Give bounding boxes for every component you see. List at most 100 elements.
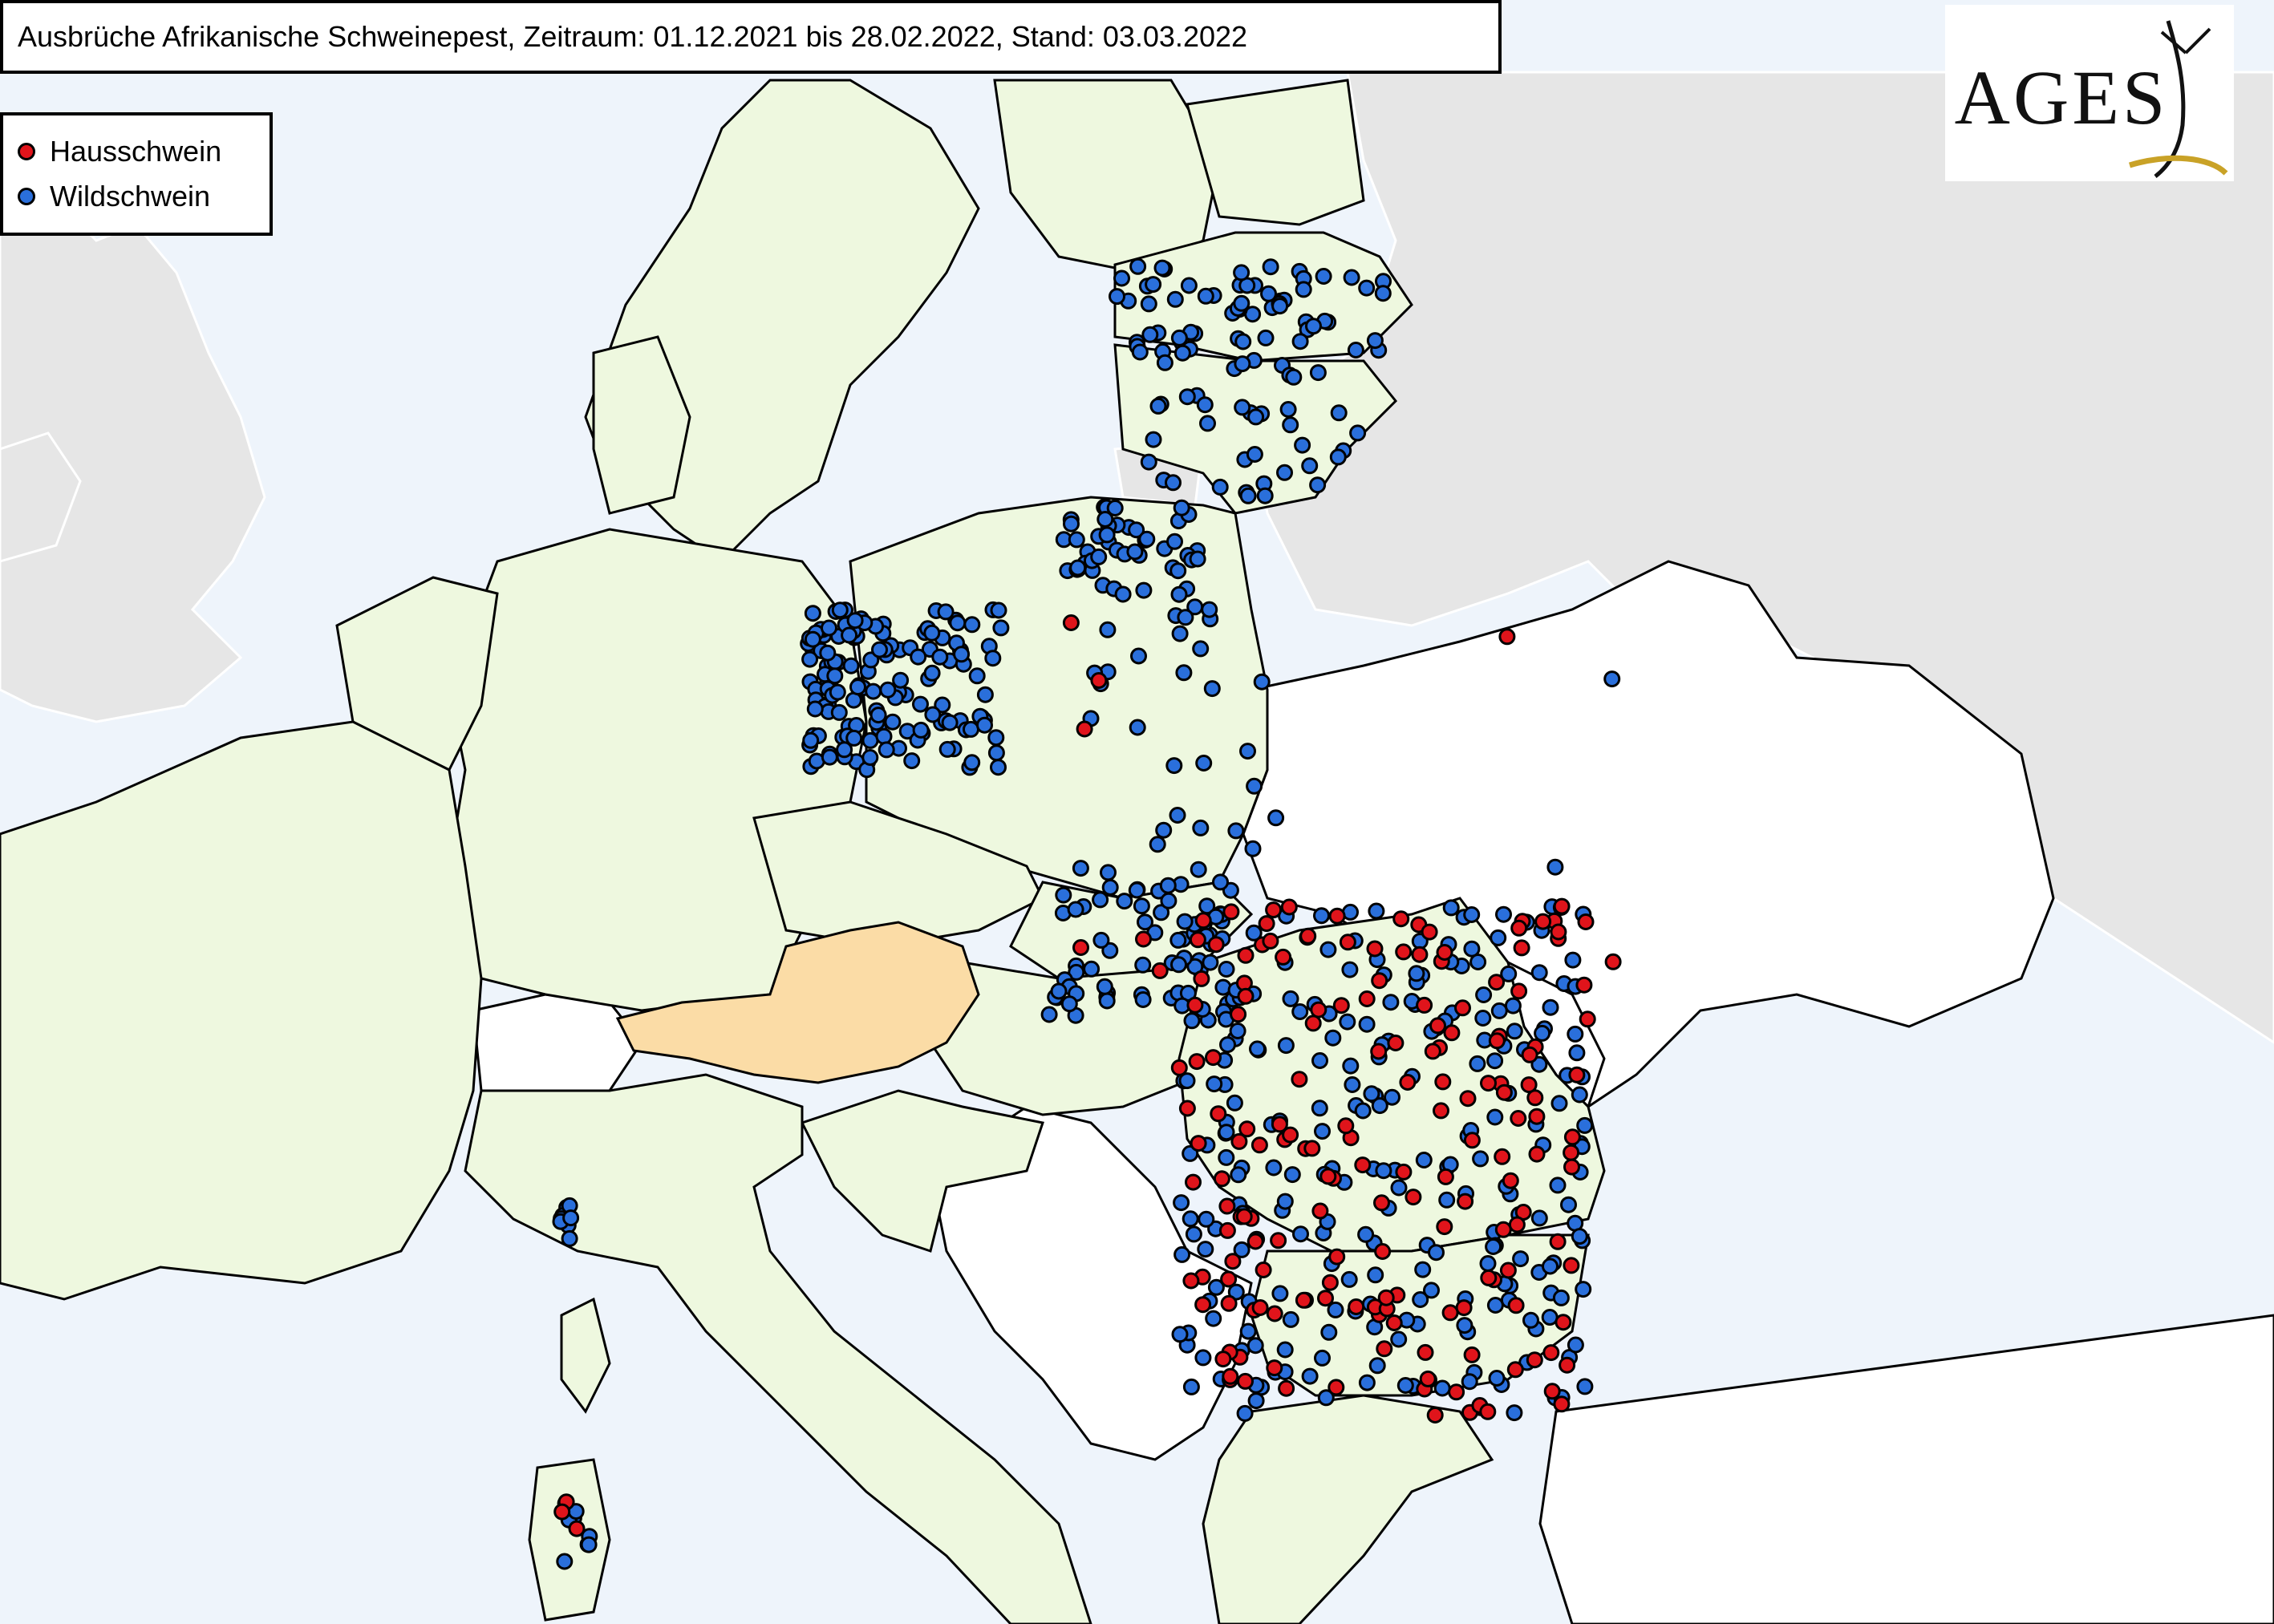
- outbreak-point-hausschwein: [1237, 946, 1255, 964]
- outbreak-point-hausschwein: [1251, 1299, 1269, 1316]
- outbreak-point-hausschwein: [1385, 1314, 1403, 1331]
- outbreak-point-hausschwein: [1230, 1006, 1247, 1023]
- outbreak-point-wildschwein: [1475, 986, 1493, 1003]
- outbreak-point-wildschwein: [976, 686, 994, 703]
- outbreak-point-wildschwein: [1155, 821, 1173, 839]
- outbreak-point-wildschwein: [1096, 978, 1113, 995]
- outbreak-point-hausschwein: [1275, 948, 1292, 966]
- outbreak-point-wildschwein: [826, 667, 844, 685]
- outbreak-point-wildschwein: [910, 648, 927, 666]
- outbreak-point-wildschwein: [1282, 416, 1299, 434]
- outbreak-point-hausschwein: [1528, 1108, 1546, 1125]
- outbreak-point-wildschwein: [934, 696, 951, 714]
- outbreak-point-hausschwein: [1328, 907, 1346, 925]
- outbreak-point-wildschwein: [821, 748, 838, 766]
- outbreak-point-wildschwein: [1169, 807, 1186, 824]
- outbreak-point-wildschwein: [561, 1229, 578, 1247]
- outbreak-point-wildschwein: [1463, 906, 1481, 923]
- outbreak-point-wildschwein: [1311, 1052, 1328, 1069]
- outbreak-point-wildschwein: [1165, 757, 1183, 775]
- outbreak-point-wildschwein: [1092, 931, 1110, 949]
- outbreak-point-wildschwein: [1301, 457, 1319, 475]
- outbreak-point-hausschwein: [1266, 1359, 1283, 1377]
- outbreak-point-hausschwein: [1553, 897, 1571, 915]
- outbreak-point-wildschwein: [1479, 1255, 1497, 1272]
- italy: [464, 1073, 1092, 1624]
- outbreak-point-wildschwein: [1149, 836, 1166, 853]
- outbreak-point-wildschwein: [924, 706, 942, 723]
- outbreak-point-wildschwein: [1156, 354, 1173, 371]
- outbreak-point-wildschwein: [1212, 873, 1229, 891]
- outbreak-point-wildschwein: [1375, 1162, 1392, 1180]
- outbreak-point-hausschwein: [1495, 1083, 1513, 1101]
- outbreak-point-wildschwein: [1314, 1123, 1331, 1140]
- outbreak-point-wildschwein: [1134, 956, 1152, 974]
- outbreak-point-wildschwein: [1140, 295, 1157, 313]
- outbreak-point-hausschwein: [1328, 1248, 1346, 1266]
- outbreak-point-hausschwein: [1507, 1297, 1525, 1314]
- outbreak-point-wildschwein: [1530, 1209, 1548, 1227]
- outbreak-point-hausschwein: [1480, 1269, 1498, 1286]
- outbreak-point-wildschwein: [1486, 1297, 1504, 1314]
- outbreak-point-wildschwein: [1506, 1404, 1523, 1422]
- outbreak-point-wildschwein: [1340, 1270, 1358, 1288]
- outbreak-point-wildschwein: [1341, 961, 1359, 978]
- outbreak-point-wildschwein: [1170, 956, 1187, 974]
- outbreak-point-wildschwein: [1166, 533, 1183, 550]
- outbreak-point-wildschwein: [1567, 1336, 1584, 1354]
- outbreak-point-wildschwein: [1343, 269, 1360, 286]
- turkey: [1538, 1314, 2274, 1624]
- outbreak-point-hausschwein: [1354, 1156, 1372, 1174]
- outbreak-point-hausschwein: [1238, 1120, 1256, 1138]
- sardinia: [528, 1458, 611, 1622]
- outbreak-point-hausschwein: [1373, 1194, 1390, 1212]
- outbreak-point-wildschwein: [1176, 913, 1194, 930]
- outbreak-point-wildschwein: [1165, 474, 1182, 492]
- outbreak-point-hausschwein: [1510, 919, 1528, 937]
- outbreak-point-hausschwein: [1218, 1197, 1236, 1215]
- outbreak-point-wildschwein: [1423, 1282, 1440, 1299]
- outbreak-point-hausschwein: [1371, 972, 1388, 990]
- outbreak-point-wildschwein: [990, 759, 1007, 776]
- outbreak-point-wildschwein: [1211, 478, 1229, 496]
- outbreak-point-wildschwein: [1140, 453, 1157, 471]
- outbreak-point-hausschwein: [1278, 1379, 1295, 1397]
- outbreak-point-wildschwein: [1271, 298, 1289, 315]
- outbreak-point-hausschwein: [1303, 1140, 1321, 1157]
- outbreak-point-wildschwein: [846, 612, 864, 630]
- outbreak-point-hausschwein: [1395, 943, 1413, 961]
- outbreak-point-wildschwein: [1116, 893, 1133, 910]
- outbreak-point-wildschwein: [1549, 1176, 1567, 1194]
- outbreak-point-hausschwein: [1282, 1126, 1299, 1144]
- ireland: [0, 431, 82, 563]
- outbreak-point-wildschwein: [1131, 343, 1149, 361]
- outbreak-point-wildschwein: [903, 752, 921, 770]
- outbreak-point-wildschwein: [829, 683, 846, 701]
- outbreak-point-wildschwein: [1067, 901, 1084, 918]
- outbreak-point-wildschwein: [1126, 543, 1144, 561]
- outbreak-point-hausschwein: [1575, 976, 1593, 994]
- outbreak-point-wildschwein: [1194, 1349, 1212, 1367]
- outbreak-point-wildschwein: [1185, 1225, 1202, 1243]
- outbreak-point-wildschwein: [1277, 1037, 1295, 1055]
- outbreak-point-wildschwein: [892, 671, 910, 689]
- outbreak-point-wildschwein: [1292, 1225, 1309, 1243]
- outbreak-point-wildschwein: [963, 720, 979, 738]
- outbreak-point-wildschwein: [1178, 388, 1196, 406]
- outbreak-point-hausschwein: [1424, 1043, 1441, 1060]
- outbreak-point-hausschwein: [1508, 1216, 1526, 1233]
- outbreak-point-wildschwein: [923, 664, 941, 682]
- outbreak-point-hausschwein: [1499, 1262, 1517, 1279]
- outbreak-point-wildschwein: [1153, 259, 1171, 277]
- outbreak-point-hausschwein: [1376, 1340, 1393, 1358]
- outbreak-point-wildschwein: [1564, 951, 1582, 969]
- outbreak-point-hausschwein: [1559, 1356, 1576, 1374]
- outbreak-point-hausschwein: [1339, 933, 1356, 951]
- outbreak-point-wildschwein: [990, 601, 1007, 619]
- outbreak-point-wildschwein: [1145, 276, 1162, 294]
- legend-item-wildschwein: Wildschwein: [18, 176, 210, 217]
- outbreak-point-wildschwein: [1568, 1044, 1586, 1062]
- outbreak-point-wildschwein: [1265, 1159, 1283, 1176]
- outbreak-point-hausschwein: [1317, 1290, 1334, 1307]
- outbreak-point-hausschwein: [1405, 1189, 1422, 1206]
